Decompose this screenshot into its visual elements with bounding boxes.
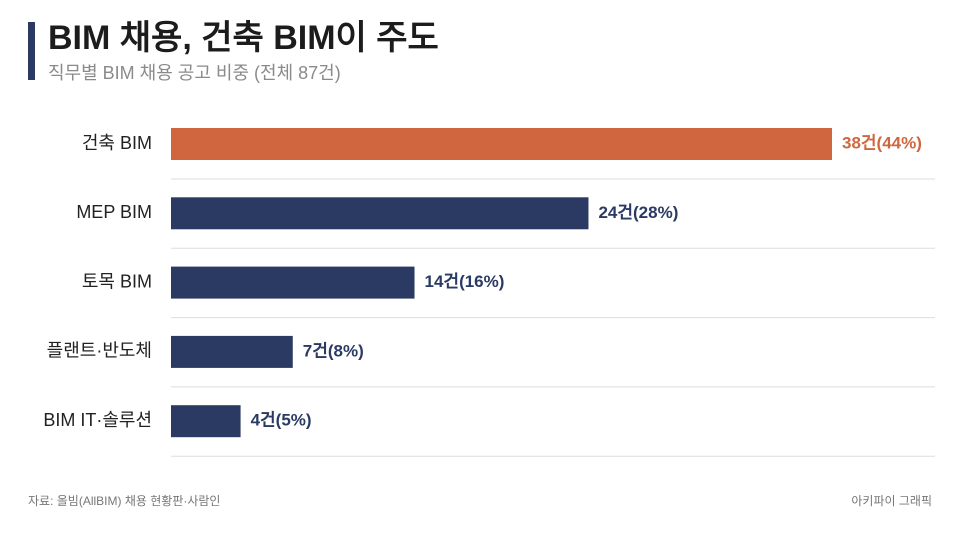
value-label: 7건(8%) — [303, 341, 364, 360]
category-label: 토목 BIM — [82, 271, 152, 291]
value-label: 38건(44%) — [842, 133, 922, 152]
bar — [171, 335, 293, 368]
title-accent — [28, 22, 35, 80]
value-label: 4건(5%) — [251, 411, 312, 430]
category-label: BIM IT·솔루션 — [43, 410, 152, 430]
bar — [171, 197, 589, 230]
category-label: MEP BIM — [76, 202, 152, 222]
bar — [171, 266, 415, 299]
chart-subtitle: 직무별 BIM 채용 공고 비중 (전체 87건) — [48, 63, 341, 83]
value-label: 14건(16%) — [425, 272, 505, 291]
category-label: 플랜트·반도체 — [47, 341, 152, 361]
bar — [171, 128, 832, 160]
category-label: 건축 BIM — [82, 133, 152, 153]
source: 자료: 올빔(AllBIM) 채용 현황판·사람인 — [28, 494, 220, 508]
chart-title: BIM 채용, 건축 BIM이 주도 — [48, 19, 439, 57]
value-label: 24건(28%) — [598, 203, 678, 222]
credit: 아키파이 그래픽 — [851, 494, 932, 508]
bar — [171, 405, 241, 438]
